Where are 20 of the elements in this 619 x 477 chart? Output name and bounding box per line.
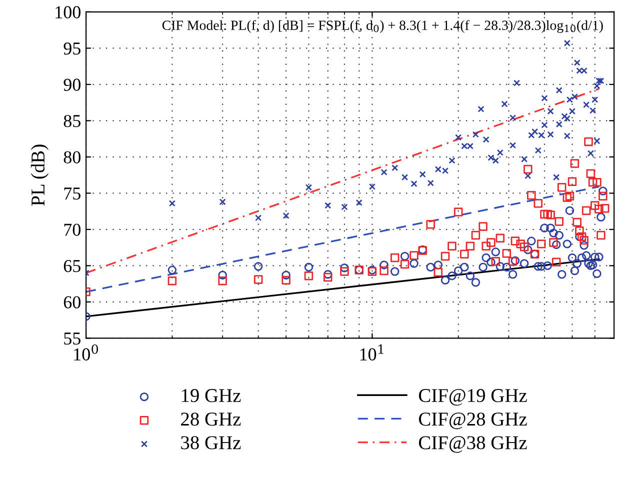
y-tick-label: 55 (64, 332, 80, 345)
y-tick-label: 90 (64, 78, 80, 91)
legend-label: 19 GHz (182, 389, 241, 402)
x-tick-label: 10$^{0}$ (74, 344, 98, 360)
y-tick-label: 100 (56, 6, 80, 18)
y-tick-label: 60 (64, 296, 80, 308)
y-tick-label: 65 (64, 260, 80, 272)
y-tick-label: 80 (64, 151, 80, 164)
legend-label: CIF@19 GHz (418, 388, 527, 406)
legend-label: CIF@38 GHz (418, 436, 527, 453)
y-tick-label: 70 (64, 224, 80, 236)
y-tick-label: 85 (64, 114, 80, 128)
legend-label: 28 GHz (181, 412, 241, 426)
annotation: CIF Model: PL(f, d) [dB] = FSPL(f, d$_{0}$) + 8.3(1 + 1.4(f − 28.3)/28.3)log$_{10}$(d/1) (162, 20, 603, 33)
legend-label: CIF@28 GHz (418, 412, 527, 430)
legend-label: 38 GHz (181, 436, 241, 450)
y-axis-title: PL (dB) (30, 144, 49, 206)
y-tick-label: 75 (64, 188, 80, 200)
x-tick-label: 10$^{1}$ (360, 344, 384, 360)
y-tick-label: 95 (64, 42, 80, 55)
